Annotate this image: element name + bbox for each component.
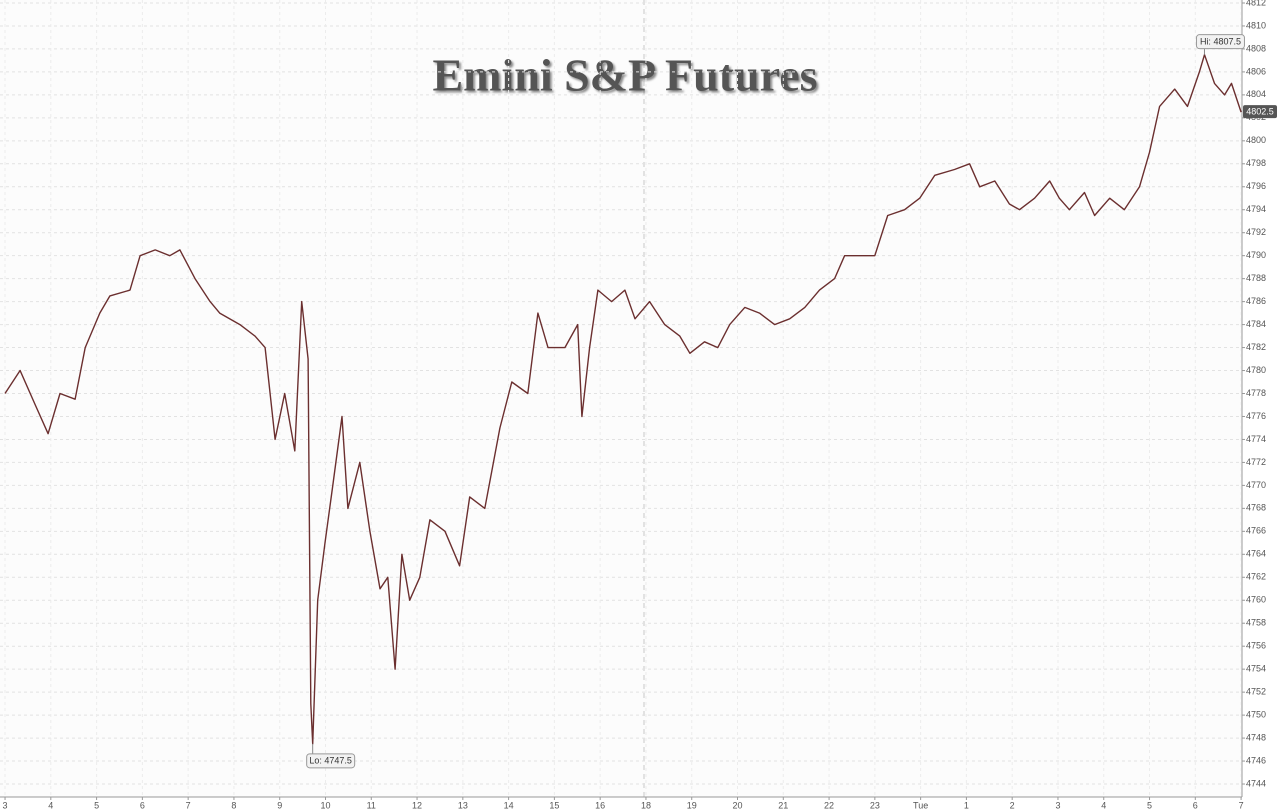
y-tick-label: 4750 <box>1246 709 1266 719</box>
y-tick-label: 4782 <box>1246 342 1266 352</box>
x-tick-label: 16 <box>595 800 605 810</box>
y-tick-label: 4748 <box>1246 732 1266 742</box>
x-tick-label: 9 <box>277 800 282 810</box>
y-tick-label: 4788 <box>1246 273 1266 283</box>
x-tick-label: 22 <box>824 800 834 810</box>
y-tick-label: 4798 <box>1246 158 1266 168</box>
x-tick-label: 13 <box>458 800 468 810</box>
x-tick-label: 10 <box>320 800 330 810</box>
y-tick-label: 4780 <box>1246 365 1266 375</box>
x-tick-label: 4 <box>1101 800 1106 810</box>
x-tick-label: 7 <box>1239 800 1244 810</box>
x-tick-label: 4 <box>48 800 53 810</box>
y-tick-label: 4794 <box>1246 204 1266 214</box>
x-tick-label: 3 <box>1055 800 1060 810</box>
y-tick-label: 4772 <box>1246 457 1266 467</box>
x-tick-label: 11 <box>367 800 376 810</box>
y-tick-label: 4754 <box>1246 664 1266 674</box>
y-tick-label: 4790 <box>1246 250 1266 260</box>
x-tick-label: 20 <box>733 800 743 810</box>
x-tick-label: 19 <box>687 800 697 810</box>
y-tick-label: 4812 <box>1246 0 1266 7</box>
y-tick-label: 4758 <box>1246 618 1266 628</box>
y-tick-label: 4768 <box>1246 503 1266 513</box>
y-tick-label: 4804 <box>1246 89 1266 99</box>
y-tick-label: 4764 <box>1246 549 1266 559</box>
y-tick-label: 4756 <box>1246 641 1266 651</box>
y-tick-label: 4776 <box>1246 411 1266 421</box>
x-tick-label: 8 <box>231 800 236 810</box>
last-price-box <box>1243 105 1277 119</box>
y-tick-label: 4806 <box>1246 66 1266 76</box>
x-tick-label: 12 <box>412 800 422 810</box>
y-tick-label: 4786 <box>1246 296 1266 306</box>
x-tick-label: 6 <box>1193 800 1198 810</box>
x-tick-label: 2 <box>1010 800 1015 810</box>
x-tick-label: 5 <box>1147 800 1152 810</box>
plot-area <box>0 0 1242 797</box>
y-tick-label: 4744 <box>1246 778 1266 788</box>
y-tick-label: 4762 <box>1246 572 1266 582</box>
y-tick-label: 4760 <box>1246 595 1266 605</box>
y-tick-label: 4770 <box>1246 480 1266 490</box>
annotation-label: Lo: 4747.5 <box>309 756 352 766</box>
x-tick-label: 18 <box>641 800 651 810</box>
x-tick-label: 5 <box>94 800 99 810</box>
x-tick-label: 7 <box>186 800 191 810</box>
x-tick-label: 21 <box>778 800 788 810</box>
x-tick-label: 3 <box>3 800 8 810</box>
y-tick-label: 4766 <box>1246 526 1266 536</box>
x-tick-label: 14 <box>504 800 514 810</box>
last-price-label: 4802.5 <box>1246 106 1274 116</box>
annotation-label: Hi: 4807.5 <box>1200 37 1241 47</box>
y-tick-label: 4784 <box>1246 319 1266 329</box>
y-tick-label: 4774 <box>1246 434 1266 444</box>
y-tick-label: 4810 <box>1246 20 1266 30</box>
price-line <box>4 54 1242 745</box>
x-tick-label: 15 <box>549 800 559 810</box>
x-tick-label: 23 <box>870 800 880 810</box>
y-tick-label: 4792 <box>1246 227 1266 237</box>
y-tick-label: 4778 <box>1246 388 1266 398</box>
x-tick-label: Tue <box>913 800 928 810</box>
x-tick-label: 6 <box>140 800 145 810</box>
y-tick-label: 4800 <box>1246 135 1266 145</box>
x-tick-label: 1 <box>964 800 969 810</box>
annotation-box <box>306 753 356 769</box>
y-tick-label: 4796 <box>1246 181 1266 191</box>
y-tick-label: 4808 <box>1246 43 1266 53</box>
annotation-box <box>1195 34 1245 50</box>
y-tick-label: 4752 <box>1246 687 1266 697</box>
chart-title: Emini S&P Futures <box>432 50 817 101</box>
y-tick-label: 4746 <box>1246 755 1266 765</box>
